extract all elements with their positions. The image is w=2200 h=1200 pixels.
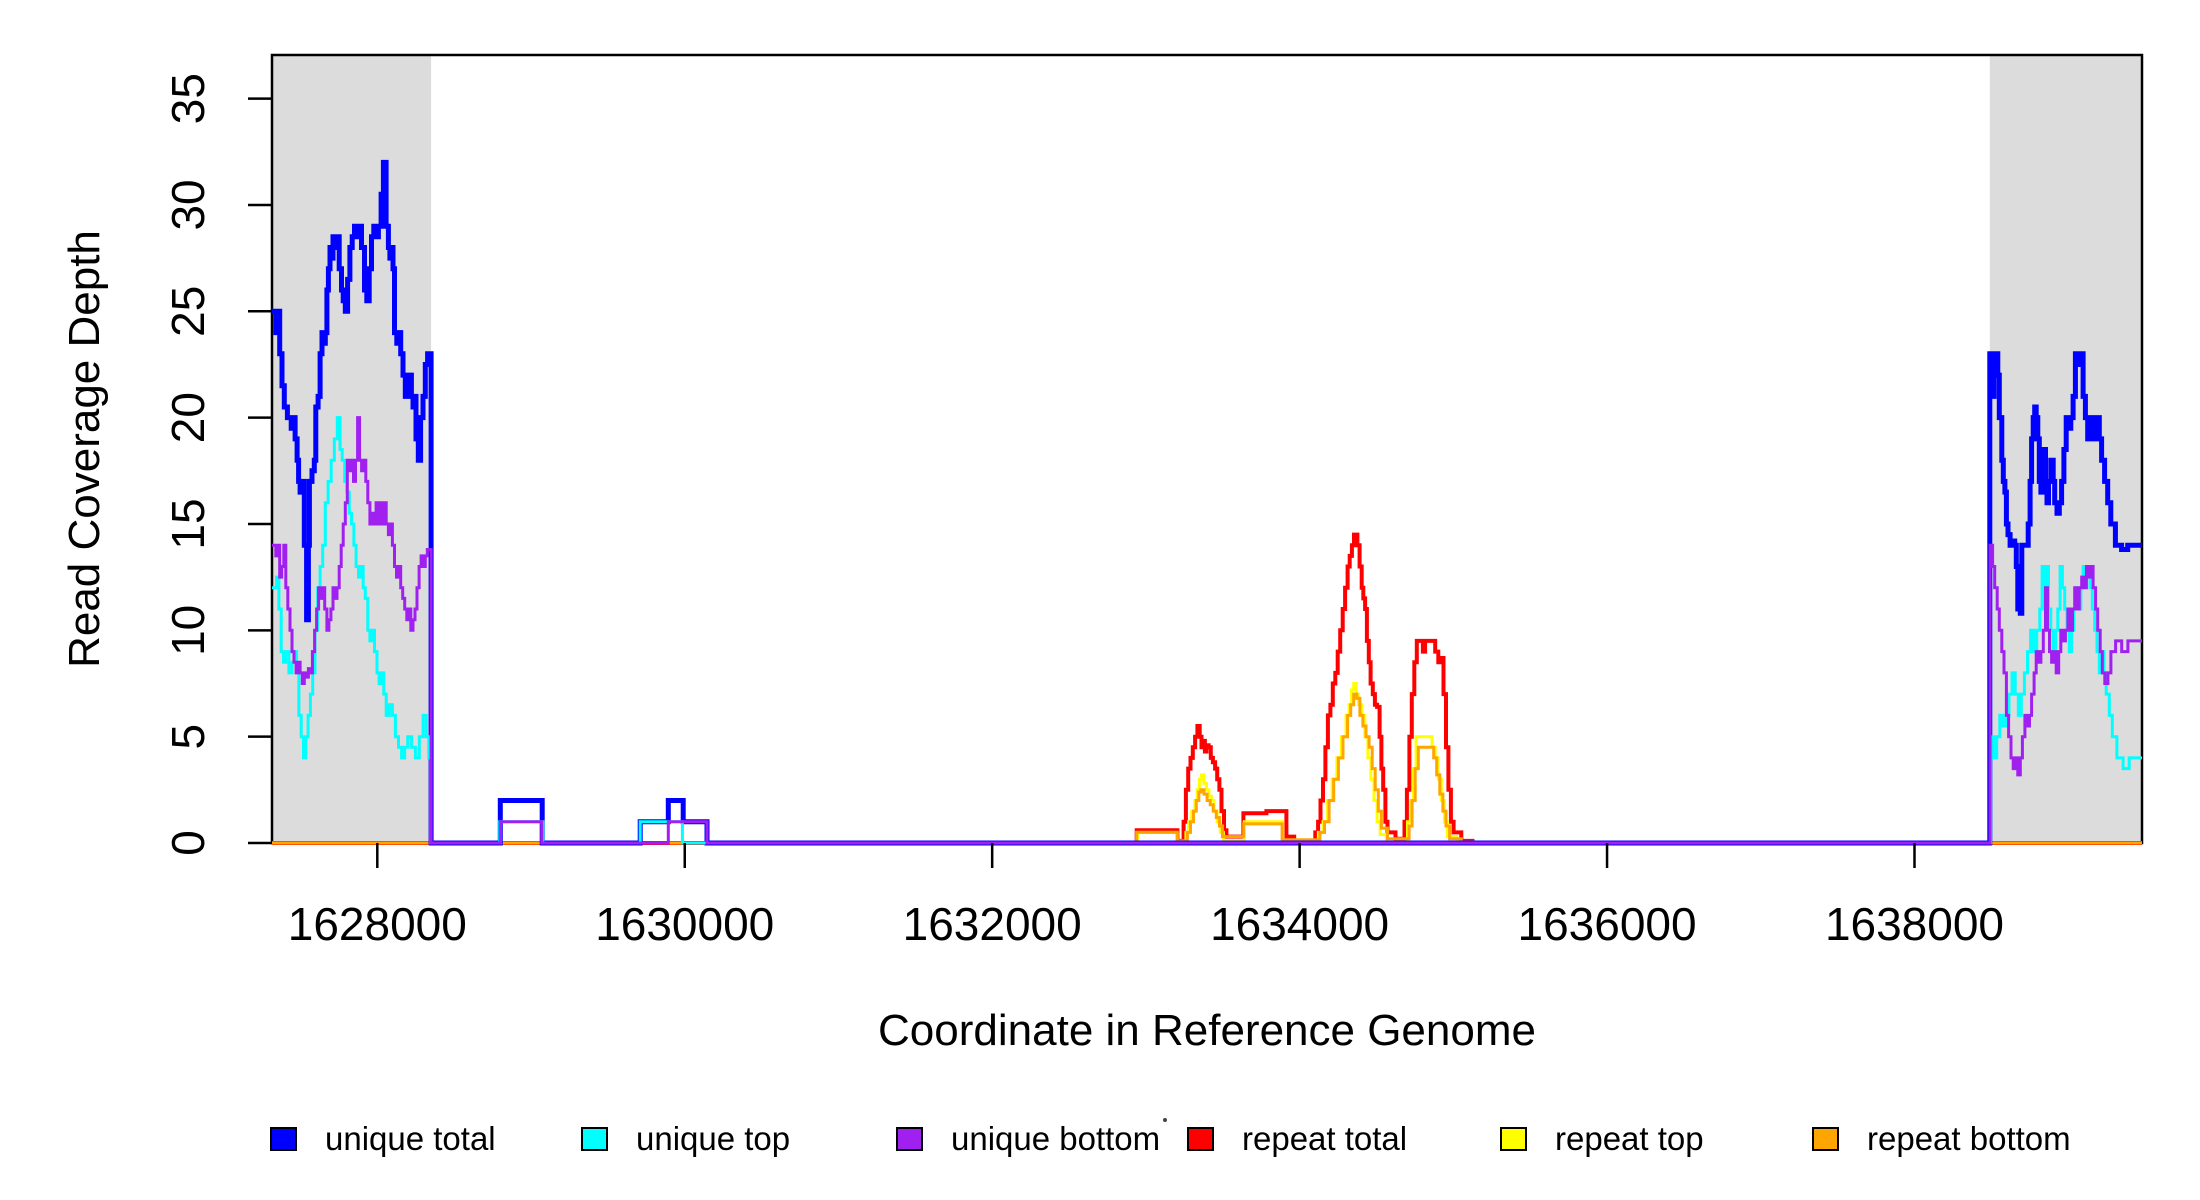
y-tick-label: 10 (162, 605, 214, 656)
y-tick-label: 35 (162, 73, 214, 124)
legend-swatch-unique-bottom (896, 1127, 923, 1151)
legend-item-unique-total: unique total (270, 1120, 496, 1158)
legend-swatch-unique-top (581, 1127, 608, 1151)
legend-label: repeat top (1555, 1120, 1704, 1157)
legend-item-unique-bottom: unique bottom (896, 1120, 1160, 1158)
legend-swatch-repeat-bottom (1812, 1127, 1839, 1151)
x-tick-label: 1638000 (1825, 898, 2004, 950)
y-tick-label: 20 (162, 392, 214, 443)
series-unique-bottom (272, 416, 2142, 845)
x-tick-label: 1632000 (903, 898, 1082, 950)
y-tick-label: 25 (162, 286, 214, 337)
legend-swatch-repeat-total (1187, 1127, 1214, 1151)
x-tick-label: 1630000 (595, 898, 774, 950)
legend-item-unique-top: unique top (581, 1120, 790, 1158)
legend-item-repeat-bottom: repeat bottom (1812, 1120, 2071, 1158)
series-repeat-total (272, 532, 2142, 845)
legend-label: unique total (325, 1120, 496, 1157)
series-unique-total (272, 159, 2142, 846)
y-tick-label: 5 (162, 724, 214, 750)
y-tick-label: 0 (162, 830, 214, 856)
stray-dot (1163, 1118, 1167, 1122)
x-tick-label: 1634000 (1210, 898, 1389, 950)
series-repeat-top (272, 682, 2142, 845)
series-unique-top (272, 416, 2142, 845)
legend-item-repeat-total: repeat total (1187, 1120, 1407, 1158)
x-tick-label: 1636000 (1518, 898, 1697, 950)
legend-item-repeat-top: repeat top (1500, 1120, 1704, 1158)
y-tick-label: 30 (162, 179, 214, 230)
x-axis-title: Coordinate in Reference Genome (878, 1006, 1536, 1055)
legend-label: repeat total (1242, 1120, 1408, 1157)
series-repeat-bottom (272, 692, 2142, 845)
y-axis-title: Read Coverage Depth (60, 230, 109, 668)
y-tick-label: 15 (162, 498, 214, 549)
legend-label: unique top (636, 1120, 791, 1157)
legend-swatch-repeat-top (1500, 1127, 1527, 1151)
x-tick-label: 1628000 (288, 898, 467, 950)
plot-border (270, 53, 2144, 845)
legend-label: unique bottom (951, 1120, 1161, 1157)
legend-label: repeat bottom (1867, 1120, 2071, 1157)
legend-swatch-unique-total (270, 1127, 297, 1151)
